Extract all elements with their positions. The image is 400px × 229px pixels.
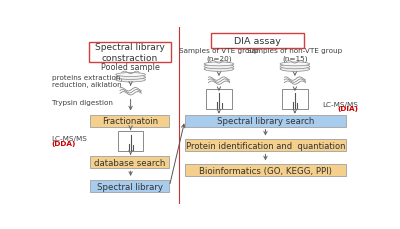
Text: DIA assay: DIA assay bbox=[234, 37, 281, 46]
Ellipse shape bbox=[116, 78, 146, 83]
Ellipse shape bbox=[204, 67, 234, 72]
Ellipse shape bbox=[116, 75, 146, 80]
FancyBboxPatch shape bbox=[89, 42, 171, 63]
Text: Spectral library search: Spectral library search bbox=[217, 117, 314, 125]
Ellipse shape bbox=[280, 67, 310, 72]
FancyBboxPatch shape bbox=[90, 115, 169, 127]
Text: Pooled sample: Pooled sample bbox=[101, 63, 160, 72]
Ellipse shape bbox=[280, 63, 310, 66]
FancyBboxPatch shape bbox=[206, 90, 232, 109]
FancyBboxPatch shape bbox=[90, 180, 169, 192]
FancyBboxPatch shape bbox=[118, 131, 143, 151]
FancyBboxPatch shape bbox=[211, 34, 304, 49]
Text: Bioinformatics (GO, KEGG, PPI): Bioinformatics (GO, KEGG, PPI) bbox=[199, 166, 332, 175]
FancyBboxPatch shape bbox=[90, 157, 169, 169]
Ellipse shape bbox=[204, 63, 234, 66]
FancyBboxPatch shape bbox=[185, 115, 346, 127]
Text: Protein identification and  quantiation: Protein identification and quantiation bbox=[186, 141, 345, 150]
Text: LC-MS/MS: LC-MS/MS bbox=[52, 136, 88, 142]
FancyBboxPatch shape bbox=[185, 140, 346, 152]
FancyBboxPatch shape bbox=[282, 90, 308, 109]
Text: (DDA): (DDA) bbox=[52, 140, 76, 146]
FancyBboxPatch shape bbox=[185, 164, 346, 177]
Text: Samples of non-VTE group
(n=15): Samples of non-VTE group (n=15) bbox=[247, 48, 342, 62]
Text: Fractionatoin: Fractionatoin bbox=[102, 117, 158, 125]
Text: database search: database search bbox=[94, 158, 166, 167]
Ellipse shape bbox=[204, 65, 234, 69]
Text: LC-MS/MS: LC-MS/MS bbox=[322, 101, 358, 107]
Text: (DIA): (DIA) bbox=[338, 106, 358, 112]
Text: proteins extraction,
reduction, alklation: proteins extraction, reduction, alklatio… bbox=[52, 75, 122, 88]
Text: Trypsin digestion: Trypsin digestion bbox=[52, 99, 112, 105]
Ellipse shape bbox=[116, 73, 146, 77]
Text: Spectral library: Spectral library bbox=[97, 182, 163, 191]
Ellipse shape bbox=[280, 65, 310, 69]
Text: Spectral library
constraction: Spectral library constraction bbox=[95, 43, 165, 62]
Text: Samples of VTE group
(n=20): Samples of VTE group (n=20) bbox=[179, 48, 259, 62]
